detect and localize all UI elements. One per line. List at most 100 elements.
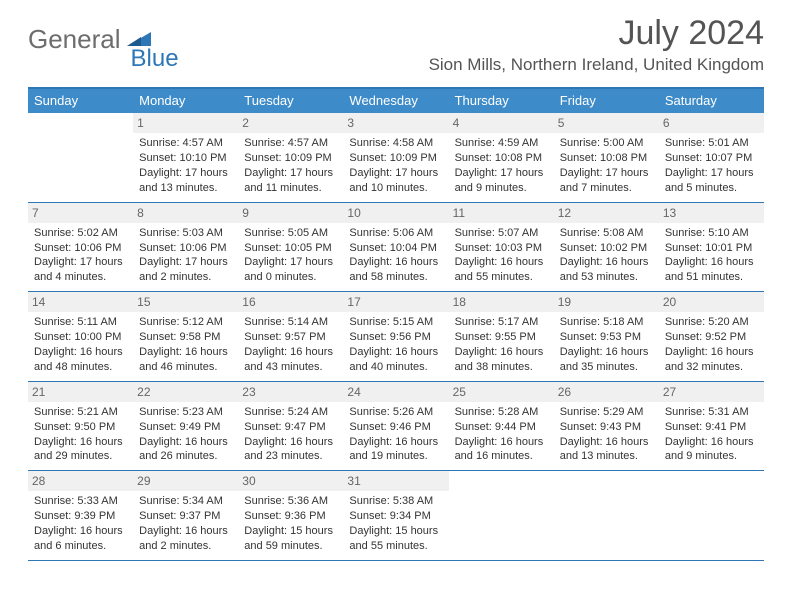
day-detail: Sunset: 9:57 PM	[244, 330, 337, 345]
day-detail: Daylight: 16 hours	[349, 255, 442, 270]
day-detail: and 16 minutes.	[455, 449, 548, 464]
day-detail: Sunrise: 5:08 AM	[560, 226, 653, 241]
day-detail: and 55 minutes.	[455, 270, 548, 285]
day-number: 17	[343, 292, 448, 312]
day-detail: Sunset: 10:09 PM	[244, 151, 337, 166]
day-cell: 16Sunrise: 5:14 AMSunset: 9:57 PMDayligh…	[238, 292, 343, 381]
day-detail: and 51 minutes.	[665, 270, 758, 285]
day-detail: and 29 minutes.	[34, 449, 127, 464]
day-detail: Sunrise: 5:36 AM	[244, 494, 337, 509]
day-cell: 24Sunrise: 5:26 AMSunset: 9:46 PMDayligh…	[343, 382, 448, 471]
day-detail: Sunrise: 5:21 AM	[34, 405, 127, 420]
day-detail: Sunset: 10:06 PM	[139, 241, 232, 256]
day-detail: Daylight: 16 hours	[455, 255, 548, 270]
day-detail: Sunrise: 5:24 AM	[244, 405, 337, 420]
day-detail: Sunset: 9:47 PM	[244, 420, 337, 435]
day-cell: 17Sunrise: 5:15 AMSunset: 9:56 PMDayligh…	[343, 292, 448, 381]
day-number: 2	[238, 113, 343, 133]
day-detail: Sunset: 9:56 PM	[349, 330, 442, 345]
day-number: 12	[554, 203, 659, 223]
day-detail: Daylight: 17 hours	[349, 166, 442, 181]
day-header: Wednesday	[343, 89, 448, 113]
week-row: 1Sunrise: 4:57 AMSunset: 10:10 PMDayligh…	[28, 113, 764, 202]
day-detail: and 13 minutes.	[560, 449, 653, 464]
day-number: 7	[28, 203, 133, 223]
day-detail: Sunrise: 5:23 AM	[139, 405, 232, 420]
brand-part1: General	[28, 24, 121, 55]
day-number: 24	[343, 382, 448, 402]
week-row: 21Sunrise: 5:21 AMSunset: 9:50 PMDayligh…	[28, 381, 764, 471]
day-number: 31	[343, 471, 448, 491]
day-detail: and 43 minutes.	[244, 360, 337, 375]
day-detail: Sunrise: 5:12 AM	[139, 315, 232, 330]
day-detail: Sunrise: 4:57 AM	[244, 136, 337, 151]
day-header: Tuesday	[238, 89, 343, 113]
day-detail: and 38 minutes.	[455, 360, 548, 375]
day-cell: 15Sunrise: 5:12 AMSunset: 9:58 PMDayligh…	[133, 292, 238, 381]
day-detail: Daylight: 16 hours	[455, 345, 548, 360]
day-detail: and 7 minutes.	[560, 181, 653, 196]
day-detail: Daylight: 16 hours	[34, 435, 127, 450]
day-cell: 12Sunrise: 5:08 AMSunset: 10:02 PMDaylig…	[554, 203, 659, 292]
day-detail: Sunset: 9:53 PM	[560, 330, 653, 345]
day-detail: and 2 minutes.	[139, 270, 232, 285]
day-detail: and 59 minutes.	[244, 539, 337, 554]
day-detail: and 32 minutes.	[665, 360, 758, 375]
day-cell: 29Sunrise: 5:34 AMSunset: 9:37 PMDayligh…	[133, 471, 238, 560]
day-detail: Sunrise: 5:29 AM	[560, 405, 653, 420]
day-detail: Sunset: 10:03 PM	[455, 241, 548, 256]
day-cell: 21Sunrise: 5:21 AMSunset: 9:50 PMDayligh…	[28, 382, 133, 471]
day-detail: Sunrise: 4:59 AM	[455, 136, 548, 151]
day-detail: and 4 minutes.	[34, 270, 127, 285]
day-detail: Daylight: 17 hours	[34, 255, 127, 270]
day-detail: and 26 minutes.	[139, 449, 232, 464]
day-detail: and 58 minutes.	[349, 270, 442, 285]
day-detail: Sunset: 10:02 PM	[560, 241, 653, 256]
day-cell: 22Sunrise: 5:23 AMSunset: 9:49 PMDayligh…	[133, 382, 238, 471]
title-block: July 2024 Sion Mills, Northern Ireland, …	[429, 14, 764, 75]
day-detail: Sunrise: 5:14 AM	[244, 315, 337, 330]
day-cell: 13Sunrise: 5:10 AMSunset: 10:01 PMDaylig…	[659, 203, 764, 292]
day-detail: Sunrise: 5:06 AM	[349, 226, 442, 241]
day-detail: Sunset: 9:43 PM	[560, 420, 653, 435]
day-cell: 31Sunrise: 5:38 AMSunset: 9:34 PMDayligh…	[343, 471, 448, 560]
day-header: Monday	[133, 89, 238, 113]
day-cell: 7Sunrise: 5:02 AMSunset: 10:06 PMDayligh…	[28, 203, 133, 292]
day-detail: and 9 minutes.	[455, 181, 548, 196]
week-row: 28Sunrise: 5:33 AMSunset: 9:39 PMDayligh…	[28, 470, 764, 560]
day-cell	[449, 471, 554, 560]
day-detail: Sunset: 10:05 PM	[244, 241, 337, 256]
day-detail: Daylight: 16 hours	[560, 435, 653, 450]
day-detail: Daylight: 17 hours	[455, 166, 548, 181]
day-number: 14	[28, 292, 133, 312]
day-detail: Daylight: 16 hours	[665, 435, 758, 450]
day-cell	[659, 471, 764, 560]
day-detail: and 19 minutes.	[349, 449, 442, 464]
day-cell	[28, 113, 133, 202]
day-detail: Sunset: 9:44 PM	[455, 420, 548, 435]
day-detail: Sunrise: 4:57 AM	[139, 136, 232, 151]
day-number: 5	[554, 113, 659, 133]
day-detail: Sunrise: 5:17 AM	[455, 315, 548, 330]
day-number: 26	[554, 382, 659, 402]
day-detail: Sunset: 9:41 PM	[665, 420, 758, 435]
day-cell: 3Sunrise: 4:58 AMSunset: 10:09 PMDayligh…	[343, 113, 448, 202]
day-detail: Sunrise: 5:31 AM	[665, 405, 758, 420]
day-detail: Sunset: 10:08 PM	[455, 151, 548, 166]
day-number: 8	[133, 203, 238, 223]
day-detail: Sunset: 10:01 PM	[665, 241, 758, 256]
day-detail: Sunset: 9:39 PM	[34, 509, 127, 524]
header: General Blue July 2024 Sion Mills, North…	[28, 18, 764, 75]
brand-part2: Blue	[131, 45, 179, 73]
day-number: 19	[554, 292, 659, 312]
day-detail: Daylight: 16 hours	[139, 435, 232, 450]
day-detail: Sunset: 10:08 PM	[560, 151, 653, 166]
day-header: Friday	[554, 89, 659, 113]
day-detail: Sunrise: 5:05 AM	[244, 226, 337, 241]
day-detail: Daylight: 15 hours	[244, 524, 337, 539]
day-number: 21	[28, 382, 133, 402]
day-detail: Daylight: 17 hours	[244, 255, 337, 270]
day-detail: and 2 minutes.	[139, 539, 232, 554]
day-detail: Daylight: 17 hours	[139, 166, 232, 181]
day-cell	[554, 471, 659, 560]
